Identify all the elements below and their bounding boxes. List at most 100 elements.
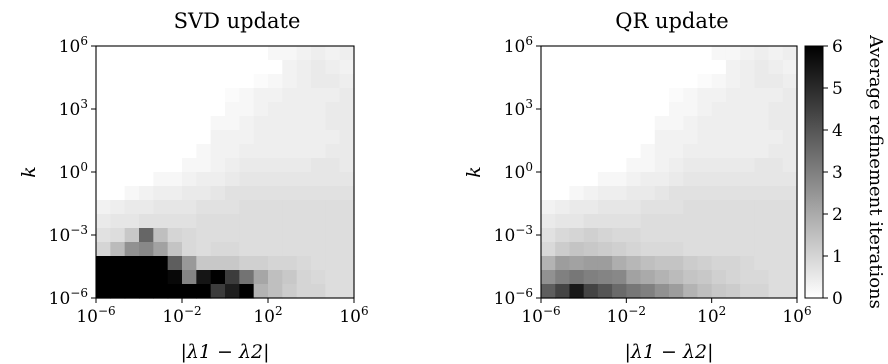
heatmap-cell <box>711 116 727 131</box>
heatmap-cell <box>612 284 627 299</box>
heatmap-cell <box>711 88 727 103</box>
heatmap-cell <box>268 200 283 215</box>
heatmap-cell <box>640 88 656 103</box>
heatmap-cell <box>768 214 784 229</box>
heatmap-cell <box>541 74 556 89</box>
heatmap-cell <box>683 130 699 145</box>
heatmap-cell <box>725 214 741 229</box>
y-tick-label: 103 <box>504 97 533 120</box>
heatmap-cell <box>683 116 699 131</box>
heatmap-cell <box>782 172 798 187</box>
heatmap-cell <box>325 200 341 215</box>
heatmap-cell <box>124 214 140 229</box>
heatmap-cell <box>167 186 183 201</box>
heatmap-cell <box>110 172 126 187</box>
heatmap-cell <box>654 74 670 89</box>
colorbar-tick-label: 4 <box>832 121 843 141</box>
heatmap-cell <box>282 270 298 285</box>
heatmap-cell <box>325 284 341 299</box>
heatmap-cell <box>225 200 240 215</box>
heatmap-cell <box>683 186 699 201</box>
heatmap-cell <box>541 144 556 159</box>
heatmap-cell <box>654 228 670 243</box>
heatmap-cell <box>139 270 154 285</box>
heatmap-cell <box>268 270 283 285</box>
heatmap-cell <box>754 130 770 145</box>
heatmap-cell <box>210 172 226 187</box>
heatmap-cell <box>669 158 684 173</box>
heatmap-cell <box>583 228 599 243</box>
heatmap-cell <box>612 102 627 117</box>
heatmap-cell <box>754 200 770 215</box>
y-tick-label: 103 <box>59 97 88 120</box>
colorbar-tick-label: 0 <box>832 289 843 309</box>
heatmap-cell <box>740 172 755 187</box>
heatmap-cell <box>339 242 355 257</box>
heatmap-cell <box>182 102 197 117</box>
heatmap-cell <box>96 256 111 271</box>
heatmap-cell <box>268 46 283 61</box>
heatmap-cell <box>124 284 140 299</box>
heatmap-cell <box>654 102 670 117</box>
heatmap-cell <box>569 46 585 61</box>
qr-x-axis-label: |λ1 − λ2| <box>624 341 713 363</box>
heatmap-cell <box>139 102 154 117</box>
heatmap-cell <box>583 60 599 75</box>
heatmap-cell <box>541 158 556 173</box>
heatmap-cell <box>196 144 212 159</box>
heatmap-cell <box>740 144 755 159</box>
heatmap-cell <box>711 60 727 75</box>
heatmap-cell <box>541 186 556 201</box>
heatmap-cell <box>339 158 355 173</box>
heatmap-cell <box>153 102 169 117</box>
heatmap-cell <box>725 130 741 145</box>
heatmap-cell <box>654 60 670 75</box>
heatmap-cell <box>239 228 255 243</box>
heatmap-cell <box>139 256 154 271</box>
heatmap-cell <box>96 186 111 201</box>
heatmap-cell <box>754 60 770 75</box>
heatmap-cell <box>282 158 298 173</box>
heatmap-cell <box>296 228 312 243</box>
heatmap-cell <box>740 242 755 257</box>
heatmap-cell <box>182 60 197 75</box>
y-tick-label: 100 <box>504 160 533 183</box>
colorbar-tick-label: 3 <box>832 163 843 183</box>
heatmap-cell <box>96 200 111 215</box>
heatmap-cell <box>339 46 355 61</box>
heatmap-cell <box>196 172 212 187</box>
heatmap-cell <box>583 74 599 89</box>
heatmap-cell <box>253 102 269 117</box>
heatmap-cell <box>768 186 784 201</box>
heatmap-cell <box>225 214 240 229</box>
heatmap-cell <box>654 270 670 285</box>
heatmap-cell <box>711 186 727 201</box>
heatmap-cell <box>182 270 197 285</box>
heatmap-cell <box>296 88 312 103</box>
heatmap-cell <box>541 88 556 103</box>
x-tick-label: 106 <box>782 304 811 327</box>
heatmap-cell <box>626 270 642 285</box>
heatmap-cell <box>555 228 571 243</box>
heatmap-cell <box>311 256 326 271</box>
heatmap-cell <box>541 130 556 145</box>
heatmap-cell <box>555 172 571 187</box>
heatmap-cell <box>182 228 197 243</box>
heatmap-cell <box>311 214 326 229</box>
heatmap-cell <box>768 242 784 257</box>
heatmap-cell <box>725 88 741 103</box>
heatmap-cell <box>669 144 684 159</box>
heatmap-cell <box>583 102 599 117</box>
heatmap-cell <box>597 270 613 285</box>
heatmap-cell <box>583 116 599 131</box>
colorbar-ticks: 0 1 2 3 4 5 6 <box>823 37 843 309</box>
heatmap-cell <box>325 158 341 173</box>
heatmap-cell <box>96 74 111 89</box>
heatmap-cell <box>612 88 627 103</box>
heatmap-cell <box>339 60 355 75</box>
heatmap-cell <box>268 172 283 187</box>
heatmap-cell <box>654 116 670 131</box>
heatmap-cell <box>282 242 298 257</box>
heatmap-cell <box>626 74 642 89</box>
heatmap-cell <box>167 214 183 229</box>
